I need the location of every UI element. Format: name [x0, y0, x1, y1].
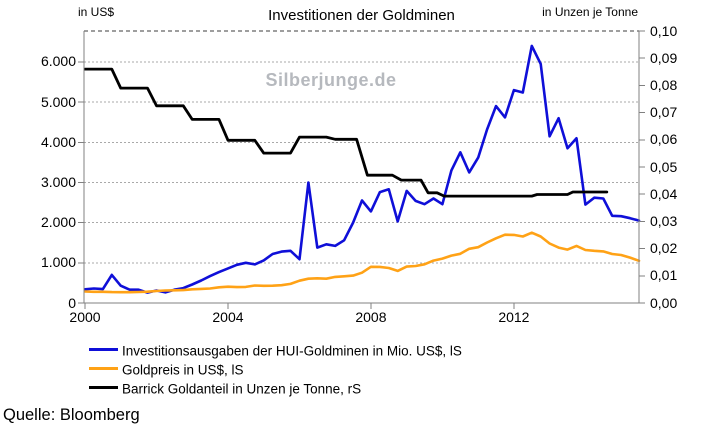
legend-swatch [89, 366, 118, 370]
source-caption: Quelle: Bloomberg [3, 406, 140, 424]
right-tick-label: 0,07 [650, 104, 678, 121]
right-axis-unit-label: in Unzen je Tonne [542, 5, 638, 19]
x-tick-label: 2004 [212, 309, 244, 325]
right-tick-label: 0,06 [650, 131, 678, 148]
right-tick-label: 0,02 [650, 240, 678, 257]
series-lines [83, 44, 641, 294]
right-tick-label: 0,05 [650, 158, 678, 175]
legend-label: Goldpreis in US$, lS [122, 362, 244, 378]
left-tick-label: 2.000 [40, 214, 76, 231]
legend-item-3: Barrick Goldanteil in Unzen je Tonne, rS [89, 379, 462, 398]
right-tick-label: 0,08 [650, 76, 678, 93]
left-tick-label: 1.000 [40, 254, 76, 271]
left-tick-label: 3.000 [40, 173, 76, 190]
series-line-3 [83, 67, 609, 198]
right-tick-label: 0,00 [650, 294, 678, 311]
legend-swatch [89, 347, 118, 351]
right-tick-label: 0,04 [650, 185, 678, 202]
watermark: Silberjunge.de [265, 70, 397, 90]
legend: Investitionsausgaben der HUI-Goldminen i… [89, 341, 462, 398]
legend-item-2: Goldpreis in US$, lS [89, 360, 462, 379]
right-tick-label: 0,03 [650, 212, 678, 229]
left-tick-label: 6.000 [40, 53, 76, 70]
legend-label: Investitionsausgaben der HUI-Goldminen i… [122, 343, 462, 359]
right-tick-label: 0,09 [650, 49, 678, 66]
left-tick-label: 4.000 [40, 133, 76, 150]
legend-swatch [89, 385, 118, 389]
x-tick-label: 2008 [355, 309, 387, 325]
legend-item-1: Investitionsausgaben der HUI-Goldminen i… [89, 341, 462, 360]
gridlines [84, 30, 639, 264]
left-axis-unit-label: in US$ [78, 5, 115, 19]
right-tick-label: 0,10 [650, 22, 678, 39]
left-tick-label: 5.000 [40, 93, 76, 110]
x-tick-label: 2012 [498, 309, 530, 325]
right-tick-label: 0,01 [650, 267, 678, 284]
left-tick-label: 0 [68, 294, 76, 311]
x-tick-label: 2000 [69, 309, 101, 325]
chart-title: Investitionen der Goldminen [268, 7, 455, 24]
series-line-2 [83, 231, 641, 294]
axes-and-ticks [78, 30, 645, 309]
legend-label: Barrick Goldanteil in Unzen je Tonne, rS [122, 381, 362, 397]
